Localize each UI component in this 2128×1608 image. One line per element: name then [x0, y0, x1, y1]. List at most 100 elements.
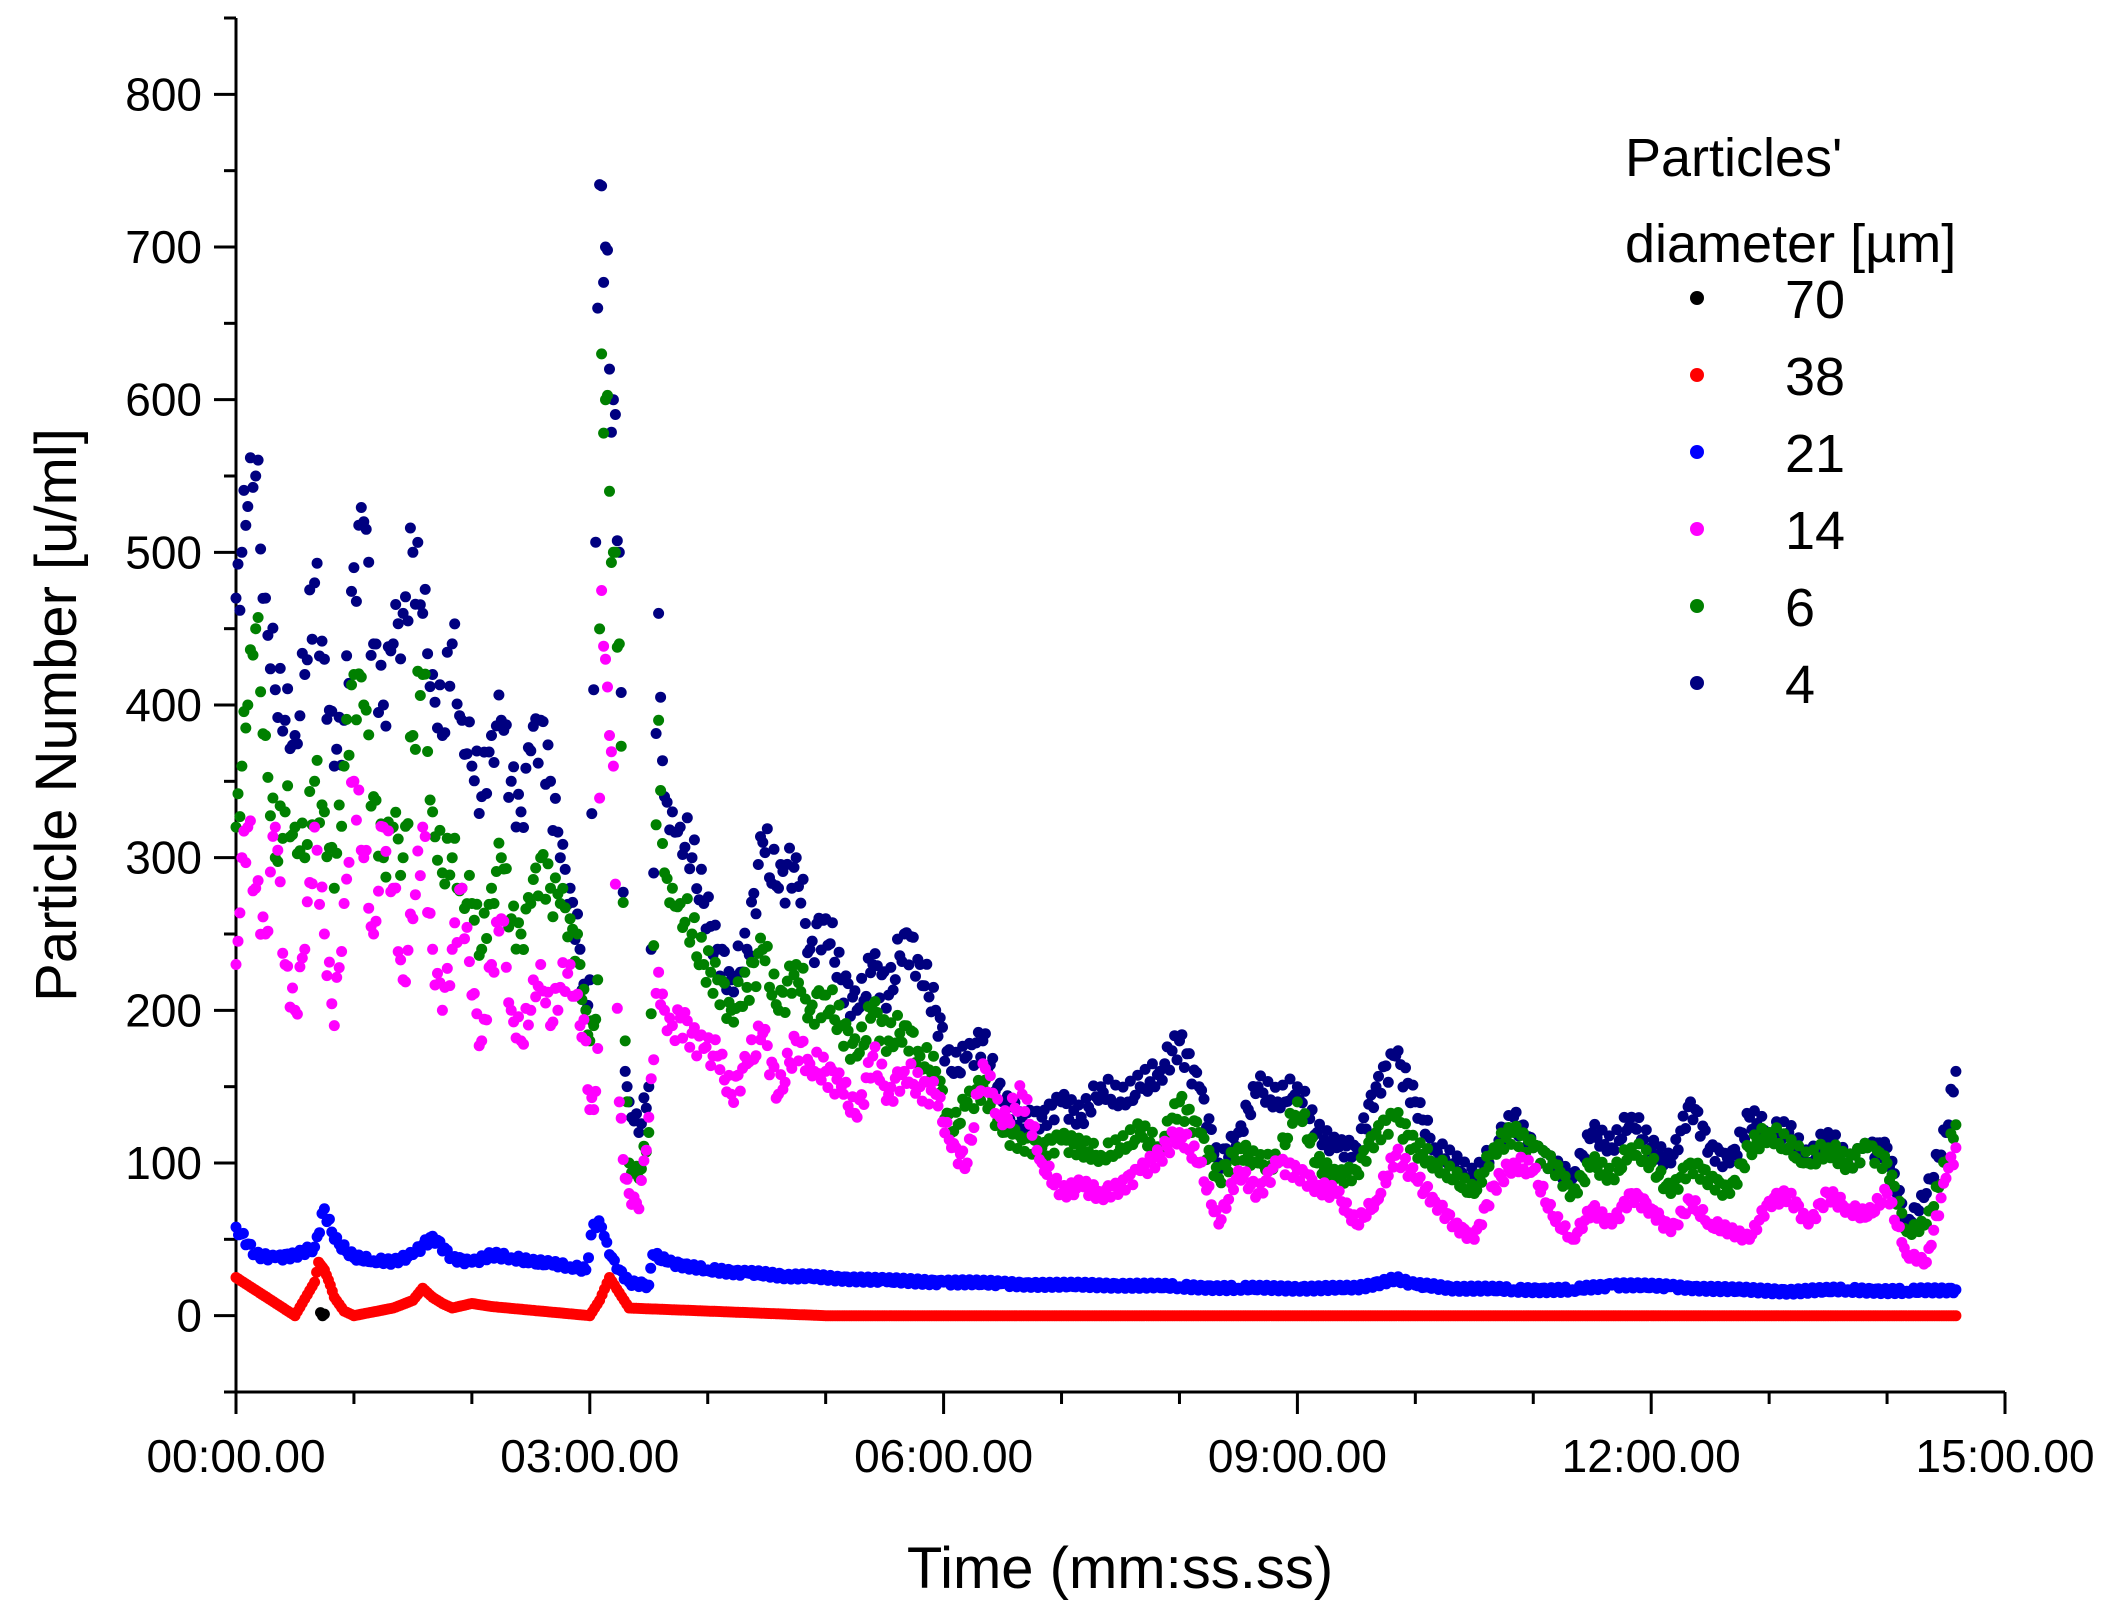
data-point: [1078, 1118, 1090, 1130]
data-point: [1579, 1176, 1591, 1188]
data-point: [1731, 1178, 1743, 1190]
data-point: [520, 762, 532, 774]
data-point: [750, 908, 762, 920]
data-point: [1459, 1156, 1470, 1168]
data-point: [557, 838, 569, 850]
data-point: [240, 722, 252, 734]
data-point: [1468, 1233, 1480, 1245]
data-point: [691, 883, 703, 895]
data-point: [583, 1252, 594, 1264]
data-point: [269, 821, 281, 833]
data-point: [515, 928, 527, 940]
data-point: [1375, 1087, 1387, 1099]
data-point: [294, 961, 306, 973]
data-point: [1559, 1220, 1571, 1232]
data-point: [594, 792, 606, 804]
data-point: [604, 730, 615, 741]
data-point: [684, 863, 696, 875]
data-point: [1793, 1140, 1805, 1152]
data-point: [1299, 1085, 1311, 1097]
data-point: [611, 1002, 623, 1014]
data-point: [1670, 1134, 1682, 1145]
data-point: [360, 844, 372, 856]
data-point: [728, 1097, 740, 1108]
data-point: [1677, 1110, 1689, 1122]
data-point: [578, 1014, 590, 1026]
data-point: [732, 976, 744, 988]
data-point: [513, 788, 524, 800]
data-point: [1205, 1151, 1217, 1163]
data-point: [598, 427, 610, 439]
data-point: [547, 1016, 559, 1028]
data-point: [456, 882, 468, 894]
data-point: [609, 546, 621, 558]
data-point: [666, 882, 678, 894]
data-point: [912, 1067, 924, 1078]
data-point: [299, 852, 311, 864]
data-point: [427, 943, 439, 955]
data-point: [1854, 1157, 1866, 1169]
data-point: [1021, 1093, 1033, 1105]
data-point: [402, 944, 414, 956]
data-point: [1687, 1114, 1699, 1126]
data-point: [1156, 1155, 1168, 1167]
data-point: [1490, 1184, 1502, 1196]
data-point: [407, 546, 419, 558]
data-point: [549, 792, 561, 804]
data-point: [500, 719, 512, 731]
data-point: [869, 1041, 881, 1053]
data-point: [928, 1050, 939, 1062]
data-point: [903, 959, 915, 971]
data-point: [686, 852, 698, 864]
data-point: [797, 873, 809, 885]
data-point: [527, 874, 539, 885]
data-point: [451, 698, 463, 710]
data-point: [328, 1020, 340, 1032]
data-point: [1444, 1209, 1456, 1221]
data-point: [414, 690, 426, 701]
data-point: [370, 794, 382, 806]
data-point: [1933, 1210, 1945, 1222]
data-point: [1188, 1140, 1200, 1152]
data-point: [928, 981, 939, 993]
data-point: [600, 653, 611, 665]
data-point: [1314, 1150, 1325, 1162]
data-point: [343, 749, 355, 761]
data-point: [419, 668, 431, 680]
data-point: [232, 935, 244, 947]
data-point: [348, 775, 360, 787]
data-point: [950, 1106, 962, 1118]
data-point: [240, 519, 252, 531]
data-point: [954, 1117, 966, 1129]
data-point: [648, 940, 660, 952]
data-point: [1947, 1133, 1959, 1145]
data-point: [461, 748, 473, 760]
data-point: [530, 862, 542, 874]
data-point: [643, 1127, 655, 1138]
data-point: [1198, 1093, 1210, 1105]
data-point: [1648, 1134, 1660, 1146]
data-point: [892, 1009, 903, 1021]
data-point: [966, 1134, 978, 1146]
data-point: [299, 669, 311, 680]
data-point: [748, 887, 760, 899]
data-point: [806, 935, 818, 947]
data-point: [1424, 1132, 1436, 1144]
legend-label-21: 21: [1785, 424, 1845, 484]
data-point: [439, 727, 451, 739]
data-point: [1530, 1162, 1542, 1174]
data-point: [759, 1023, 771, 1035]
data-point: [896, 1036, 908, 1048]
data-point: [537, 716, 549, 728]
data-point: [885, 961, 897, 973]
data-point: [535, 959, 547, 970]
data-point: [316, 635, 328, 647]
data-point: [1291, 1096, 1303, 1108]
data-point: [580, 1035, 592, 1047]
data-point: [257, 911, 269, 923]
data-point: [695, 863, 707, 875]
data-point: [424, 681, 436, 693]
data-point: [272, 844, 284, 856]
data-point: [488, 898, 500, 909]
